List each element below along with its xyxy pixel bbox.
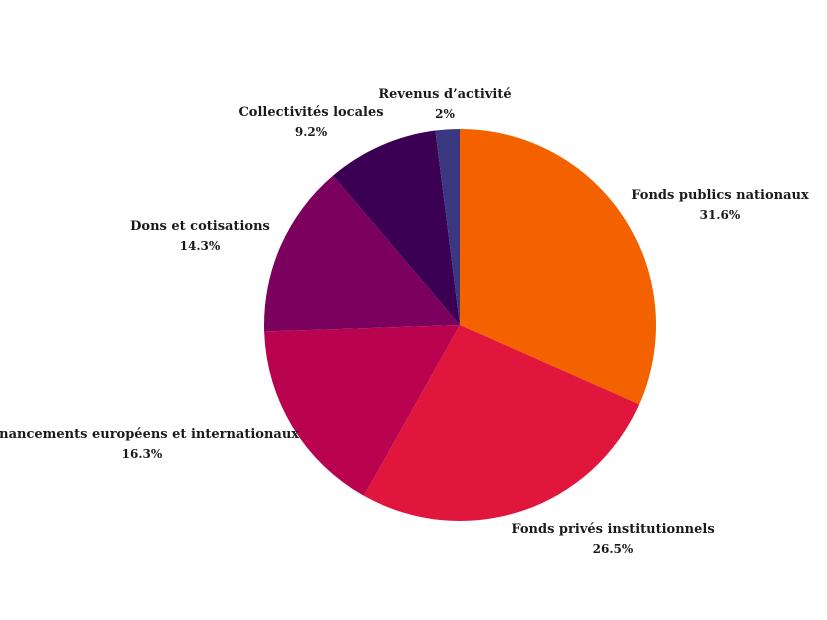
slice-value-fonds-prives-institutionnels: 26.5% xyxy=(593,542,634,556)
slice-label-revenus-d-activite: Revenus d’activité xyxy=(378,87,511,102)
slice-label-dons-et-cotisations: Dons et cotisations xyxy=(130,219,270,234)
pie-slice-revenus-d-activite xyxy=(435,129,460,325)
slice-label-fonds-publics-nationaux: Fonds publics nationaux xyxy=(631,188,809,203)
slice-label-fonds-prives-institutionnels: Fonds privés institutionnels xyxy=(511,522,714,537)
pie-slice-dons-et-cotisations xyxy=(264,175,460,332)
slice-value-revenus-d-activite: 2% xyxy=(435,107,455,121)
slice-value-collectivites-locales: 9.2% xyxy=(295,125,328,139)
slice-label-financements-europeens-et-internationaux: Financements européens et internationaux xyxy=(0,427,299,442)
pie-slice-fonds-publics-nationaux xyxy=(460,129,656,405)
slice-value-dons-et-cotisations: 14.3% xyxy=(180,239,221,253)
slice-value-fonds-publics-nationaux: 31.6% xyxy=(700,208,741,222)
slice-value-financements-europeens-et-internationaux: 16.3% xyxy=(122,447,163,461)
pie-slice-fonds-prives-institutionnels xyxy=(363,325,640,521)
slice-labels: Fonds publics nationaux 31.6% Fonds privés… xyxy=(0,87,809,556)
pie-slices xyxy=(264,129,656,521)
pie-slice-financements-europeens-et-internationaux xyxy=(264,325,460,496)
slice-label-collectivites-locales: Collectivités locales xyxy=(238,105,383,120)
pie-slice-collectivites-locales xyxy=(333,130,460,325)
